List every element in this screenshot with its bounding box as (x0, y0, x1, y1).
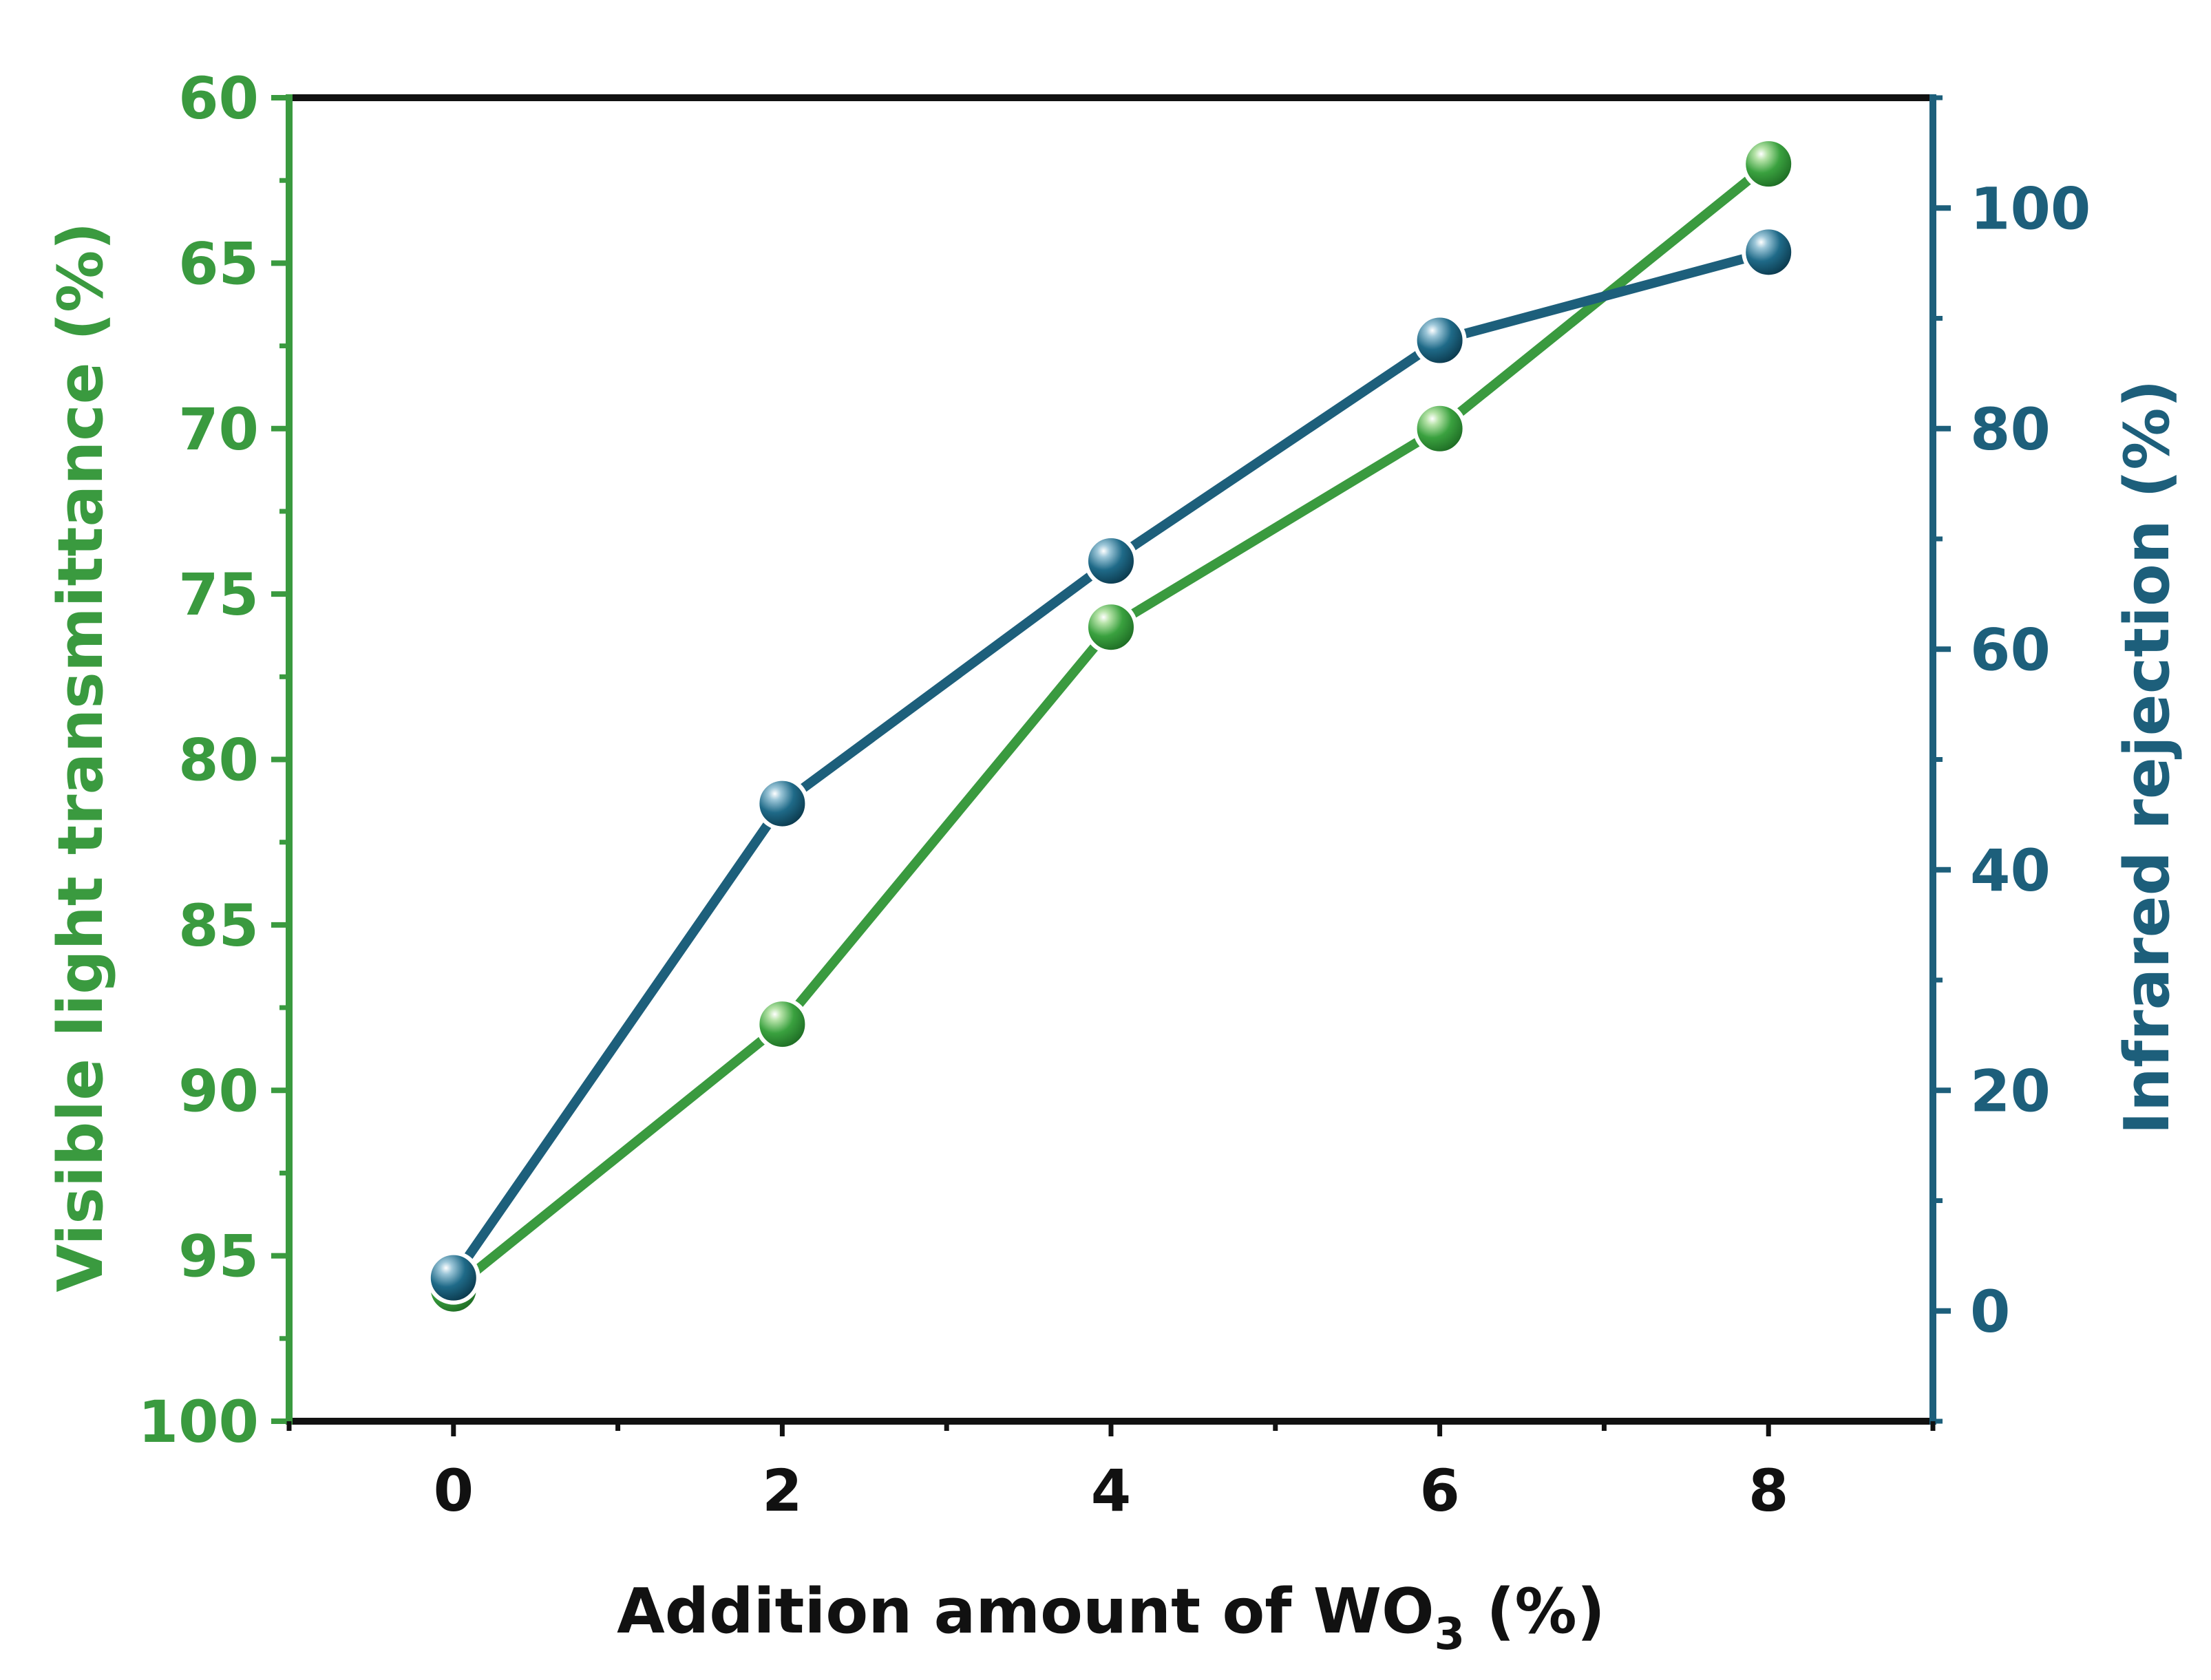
visible-transmittance-line (450, 160, 1772, 1293)
x-axis-title-subscript: 3 (1435, 1609, 1466, 1660)
left-tick-label: 100 (138, 1388, 259, 1456)
visible-transmittance-point (755, 997, 810, 1052)
x-axis-title: Addition amount of WO3 (%) (617, 1575, 1605, 1660)
left-tick-label: 95 (178, 1223, 259, 1290)
bottom-tick-label: 0 (434, 1457, 474, 1524)
right-tick-label: 20 (1970, 1057, 2051, 1125)
infrared-rejection-point (755, 776, 810, 831)
infrared-rejection-point (426, 1251, 480, 1305)
left-axis-ticks: 60 65 70 75 80 85 90 95 100 (138, 65, 289, 1456)
infrared-rejection-point (1413, 313, 1467, 368)
y-axis-left-title: Visible light transmittance (%) (45, 222, 117, 1293)
bottom-tick-label: 2 (762, 1457, 802, 1524)
left-tick-label: 60 (178, 65, 259, 132)
right-tick-label: 40 (1970, 837, 2051, 904)
x-axis-title-suffix: (%) (1465, 1575, 1605, 1648)
left-tick-label: 75 (178, 561, 259, 628)
right-tick-label: 60 (1970, 616, 2051, 683)
visible-transmittance-point (1413, 401, 1467, 456)
visible-transmittance-point (1084, 600, 1138, 655)
right-tick-label: 0 (1970, 1278, 2010, 1346)
right-axis-ticks: 0 20 40 60 80 100 (1933, 95, 2091, 1424)
right-tick-label: 100 (1970, 175, 2091, 242)
bottom-tick-label: 8 (1748, 1457, 1788, 1524)
left-tick-label: 90 (178, 1057, 259, 1125)
y-axis-right-title: Infrared rejection (%) (2111, 379, 2183, 1134)
left-tick-label: 85 (178, 892, 259, 959)
left-tick-label: 80 (178, 727, 259, 794)
x-axis-title-main: Addition amount of WO (617, 1575, 1434, 1648)
infrared-rejection-point (1084, 534, 1138, 588)
series-layer (426, 137, 1796, 1316)
bottom-axis-ticks: 0 2 4 6 8 (286, 1421, 1936, 1524)
left-tick-label: 70 (178, 396, 259, 463)
visible-transmittance-point (1742, 137, 1796, 191)
bottom-tick-label: 4 (1091, 1457, 1131, 1524)
bottom-tick-label: 6 (1419, 1457, 1459, 1524)
left-tick-label: 65 (178, 230, 259, 297)
infrared-rejection-point (1742, 225, 1796, 279)
right-tick-label: 80 (1970, 396, 2051, 463)
